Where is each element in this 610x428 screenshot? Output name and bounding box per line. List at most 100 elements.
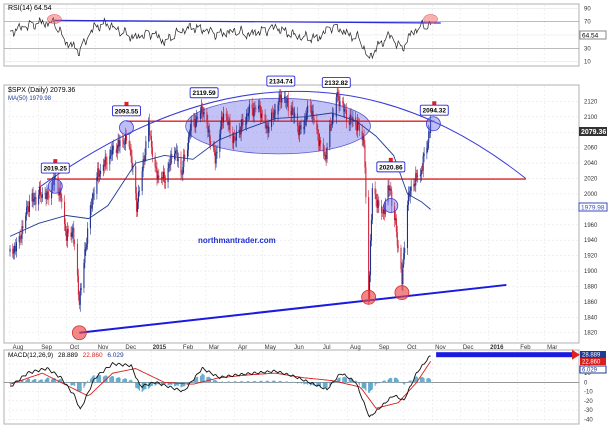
candle-body	[104, 156, 106, 167]
candle-body	[222, 116, 224, 123]
candle-body	[279, 94, 281, 99]
candle-body	[310, 105, 312, 117]
macd-histogram-bar	[80, 382, 82, 392]
macd-histogram-bar	[265, 381, 267, 383]
candle-body	[28, 201, 30, 212]
candle-body	[404, 248, 406, 253]
candle-body	[155, 166, 157, 168]
macd-histogram-bar	[246, 381, 248, 383]
candle-body	[259, 105, 261, 107]
macd-histogram-bar	[410, 380, 412, 383]
macd-tick-label: -20	[584, 399, 593, 405]
candle-body	[51, 180, 54, 190]
macd-histogram-bar	[383, 380, 385, 383]
macd-histogram-bar	[408, 380, 410, 383]
macd-histogram-bar	[370, 382, 372, 391]
macd-title-name: MACD(12,26,9)	[8, 352, 53, 359]
macd-histogram-bar	[402, 382, 404, 384]
candle-body	[420, 170, 422, 175]
macd-histogram-bar	[125, 378, 127, 383]
rsi-tick-label: 90	[584, 6, 591, 12]
macd-histogram-bar	[316, 382, 318, 387]
macd-histogram-bar	[187, 382, 189, 384]
candle-body	[241, 119, 243, 127]
macd-histogram-bar	[177, 382, 179, 387]
candle-body	[158, 175, 160, 178]
candle-body	[267, 125, 269, 133]
candle-body	[176, 150, 178, 162]
macd-histogram-bar	[266, 380, 268, 383]
macd-histogram-bar	[109, 377, 111, 383]
x-tick-label: Sep	[379, 345, 390, 351]
candle-body	[170, 154, 172, 165]
macd-histogram-bar	[222, 381, 224, 383]
macd-tick-label: -10	[584, 390, 593, 396]
price-tick-label: 2060	[584, 146, 598, 152]
candle-body	[313, 118, 315, 121]
macd-histogram-bar	[136, 382, 138, 389]
signal-value-tag-label: 22.860	[582, 360, 601, 366]
macd-histogram-bar	[234, 381, 236, 383]
macd-histogram-bar	[271, 381, 273, 383]
candle-body	[343, 103, 345, 112]
macd-histogram-bar	[183, 382, 185, 387]
macd-histogram-bar	[34, 378, 36, 383]
macd-panel	[3, 349, 580, 425]
macd-histogram-bar	[54, 378, 56, 383]
macd-histogram-bar	[103, 376, 105, 383]
macd-histogram-bar	[323, 382, 325, 388]
candle-body	[428, 131, 430, 143]
candle-body	[264, 114, 266, 122]
macd-histogram-bar	[428, 377, 430, 383]
macd-histogram-bar	[46, 377, 48, 383]
macd-histogram-bar	[228, 381, 230, 383]
macd-histogram-bar	[247, 381, 249, 383]
macd-histogram-bar	[343, 376, 345, 383]
macd-histogram-bar	[35, 379, 37, 383]
macd-histogram-bar	[47, 377, 49, 383]
candle-body	[117, 139, 119, 149]
macd-histogram-bar	[382, 380, 384, 383]
price-tick-label: 2040	[584, 161, 598, 167]
candle-body	[25, 215, 27, 229]
candle-body	[89, 205, 91, 229]
candle-body	[207, 121, 209, 133]
macd-histogram-bar	[213, 380, 215, 383]
candle-body	[130, 148, 132, 157]
macd-histogram-bar	[338, 377, 340, 383]
candle-body	[393, 206, 396, 221]
candle-body	[90, 205, 92, 209]
macd-histogram-bar	[304, 382, 306, 384]
candle-body	[115, 150, 117, 153]
candle-body	[149, 120, 151, 136]
macd-histogram-bar	[53, 378, 55, 383]
macd-histogram-bar	[292, 381, 294, 383]
candle-body	[377, 200, 379, 208]
macd-histogram-bar	[300, 382, 302, 384]
candle-body	[369, 240, 372, 276]
macd-histogram-bar	[125, 378, 127, 383]
candle-body	[351, 120, 353, 121]
candle-body	[203, 112, 205, 114]
macd-histogram-bar	[20, 380, 22, 383]
candle-body	[357, 121, 359, 131]
macd-histogram-bar	[122, 379, 124, 383]
x-tick-label: 2015	[153, 345, 167, 351]
candle-body	[323, 151, 325, 156]
macd-histogram-bar	[391, 378, 393, 383]
candle-body	[300, 125, 302, 130]
macd-histogram-bar	[206, 377, 208, 383]
price-tick-label: 1960	[584, 223, 598, 229]
macd-histogram-bar	[27, 378, 29, 383]
candle-body	[356, 124, 358, 131]
price-tick-label: 2120	[584, 99, 598, 105]
candle-body	[421, 170, 423, 171]
candle-body	[229, 120, 231, 134]
macd-histogram-bar	[138, 382, 140, 391]
candle-body	[137, 191, 140, 203]
candle-body	[210, 140, 212, 145]
macd-histogram-bar	[279, 380, 281, 383]
candle-body	[331, 124, 333, 126]
candle-body	[40, 195, 42, 198]
macd-histogram-bar	[397, 379, 399, 383]
